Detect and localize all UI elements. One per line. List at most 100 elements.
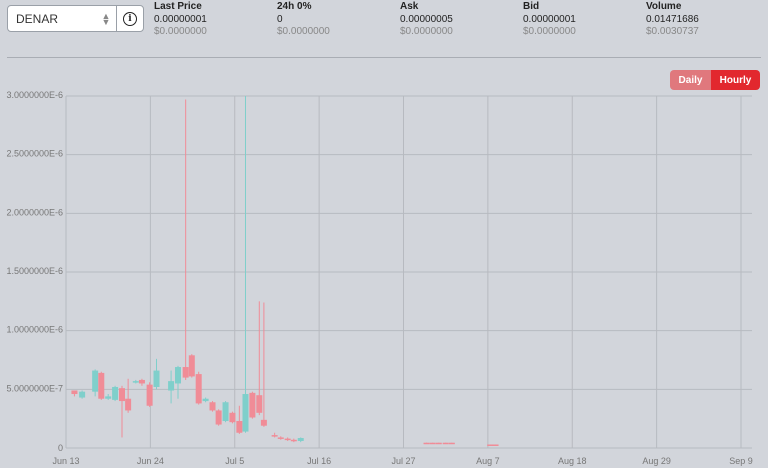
candle-body — [236, 421, 243, 433]
stat-header: Ask — [400, 1, 419, 12]
x-tick-label: Aug 29 — [642, 456, 671, 466]
daily-button[interactable]: Daily — [670, 70, 711, 90]
candle-body — [168, 381, 175, 391]
y-tick-label: 5.0000000E-7 — [6, 383, 63, 393]
y-tick-label: 2.5000000E-6 — [6, 149, 63, 159]
candle — [146, 382, 153, 407]
x-tick-label: Jul 27 — [391, 456, 415, 466]
candle — [98, 371, 105, 400]
stat-bid: Bid 0.00000001 $0.0000000 — [523, 1, 576, 39]
candle-body — [209, 402, 216, 411]
candle — [271, 432, 278, 438]
info-icon: i — [123, 11, 137, 26]
candle — [188, 354, 195, 378]
y-tick-label: 2.0000000E-6 — [6, 207, 63, 217]
candle — [256, 301, 263, 416]
stat-value: 0.00000001 — [523, 13, 576, 25]
candle-body — [132, 381, 139, 383]
y-tick-label: 1.0000000E-6 — [6, 325, 63, 335]
candle-body — [202, 398, 209, 402]
stat-volume: Volume 0.01471686 $0.0030737 — [646, 1, 699, 39]
candle — [79, 390, 86, 399]
x-tick-label: Jul 5 — [225, 456, 244, 466]
candle-body — [98, 372, 105, 399]
candle-body — [429, 442, 436, 445]
candle — [92, 369, 99, 397]
candle — [236, 405, 243, 434]
stat-value: 0.00000005 — [400, 13, 453, 25]
stat-usd-value: $0.0000000 — [154, 26, 207, 37]
candle-body — [297, 438, 304, 441]
candle-body — [290, 439, 297, 442]
candle-body — [182, 367, 189, 378]
candle-body — [92, 370, 99, 392]
candle-body — [435, 442, 442, 445]
candle-body — [222, 402, 229, 422]
chart-grid — [65, 95, 752, 449]
candle-body — [215, 410, 222, 425]
stat-header: Last Price — [154, 1, 202, 12]
stat-usd-value: $0.0000000 — [523, 26, 576, 37]
y-tick-label: 1.5000000E-6 — [6, 266, 63, 276]
candle-body — [492, 444, 499, 446]
candle — [138, 378, 145, 386]
x-tick-label: Aug 7 — [476, 456, 500, 466]
candle-body — [442, 442, 449, 445]
candle — [168, 370, 175, 404]
candle-body — [260, 419, 267, 426]
candle-body — [138, 379, 145, 384]
candle — [448, 442, 455, 445]
candle-body — [271, 435, 278, 437]
asset-selector[interactable]: DENAR ▲ ▼ i — [7, 5, 144, 32]
interval-toggle: Daily Hourly — [670, 70, 760, 90]
candle — [132, 379, 139, 384]
candle-body — [487, 444, 494, 446]
candle — [423, 442, 430, 445]
candle — [429, 442, 436, 445]
candle — [182, 99, 189, 380]
x-tick-label: Jul 16 — [307, 456, 331, 466]
x-tick-label: Jun 13 — [52, 456, 79, 466]
x-tick-label: Aug 18 — [558, 456, 587, 466]
stat-usd-value: $0.0030737 — [646, 26, 699, 37]
candle — [215, 409, 222, 426]
stat-last-price: Last Price 0.00000001 $0.0000000 — [154, 1, 207, 39]
candle-body — [71, 390, 78, 395]
candle — [487, 444, 494, 446]
candle — [112, 385, 119, 402]
candle — [492, 444, 499, 446]
chart-axes: 0 5.0000000E-7 1.0000000E-6 1.5000000E-6 2.0… — [6, 90, 752, 466]
hourly-button[interactable]: Hourly — [711, 70, 760, 90]
candle — [249, 391, 256, 419]
candle-body — [146, 384, 153, 406]
candle — [290, 438, 297, 443]
candle-body — [112, 386, 119, 400]
candle-body — [256, 395, 263, 413]
stat-usd-value: $0.0000000 — [400, 26, 453, 37]
stat-24h-change: 24h 0% 0 $0.0000000 — [277, 1, 330, 39]
candle — [105, 394, 112, 400]
candle — [174, 365, 181, 399]
candle-body — [105, 396, 112, 399]
candle-body — [153, 370, 160, 387]
candle-body — [423, 442, 430, 445]
candle — [195, 371, 202, 405]
x-tick-label: Sep 9 — [729, 456, 753, 466]
candle — [442, 442, 449, 445]
x-tick-label: Jun 24 — [137, 456, 164, 466]
candle-body — [79, 391, 86, 398]
candle-body — [188, 355, 195, 377]
header-divider — [7, 57, 761, 58]
candle-body — [448, 442, 455, 445]
y-tick-label: 3.0000000E-6 — [6, 90, 63, 100]
info-button[interactable]: i — [116, 6, 143, 31]
candle — [229, 411, 236, 424]
stat-header: Volume — [646, 1, 682, 12]
asset-selector-value: DENAR — [16, 11, 59, 26]
stat-usd-value: $0.0000000 — [277, 26, 330, 37]
stat-header: Bid — [523, 1, 540, 12]
candle-body — [284, 438, 291, 441]
chart-candles — [71, 96, 499, 446]
stat-value: 0 — [277, 13, 283, 25]
